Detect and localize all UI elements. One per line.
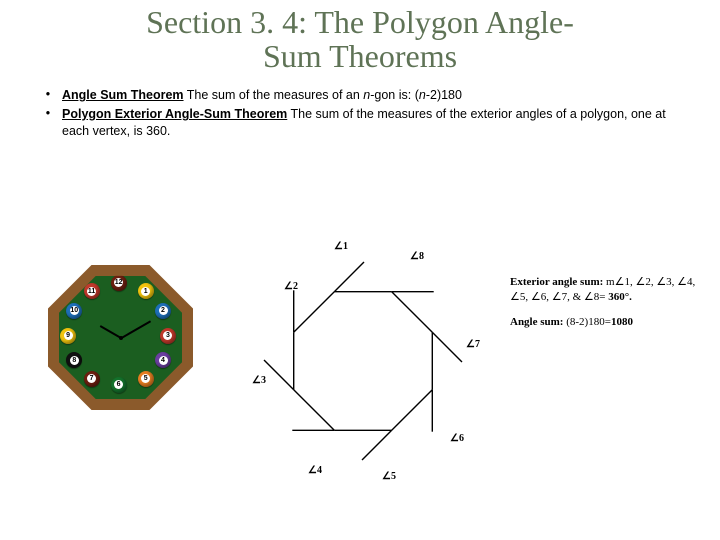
bullet-text: Angle Sum Theorem The sum of the measure…	[62, 87, 686, 104]
exterior-angle-diagram: ∠1 ∠2 ∠3 ∠4 ∠5 ∠6 ∠7 ∠8	[218, 221, 488, 491]
billiard-ball: 2	[155, 303, 171, 319]
title-line-2: Sum Theorems	[0, 40, 720, 74]
interior-angle-sum-line: Angle sum: (8-2)180=1080	[510, 315, 705, 330]
billiard-ball: 10	[66, 303, 82, 319]
angle-label: ∠5	[382, 471, 396, 482]
angle-label: ∠2	[284, 281, 298, 292]
billiard-ball: 11	[84, 283, 100, 299]
clock-center-dot	[119, 336, 123, 340]
exterior-angle-sum-line: Exterior angle sum: m∠1, ∠2, ∠3, ∠4, ∠5,…	[510, 275, 705, 305]
bullet-list: • Angle Sum Theorem The sum of the measu…	[34, 87, 686, 140]
billiard-ball: 8	[66, 352, 82, 368]
angle-label: ∠6	[450, 433, 464, 444]
angle-label: ∠3	[252, 375, 266, 386]
minute-hand	[120, 320, 150, 338]
billiard-ball: 9	[60, 328, 76, 344]
clock-felt: 12 12 3 45678 9 1011	[59, 276, 182, 399]
slide-title: Section 3. 4: The Polygon Angle- Sum The…	[0, 0, 720, 73]
angle-sum-text: Exterior angle sum: m∠1, ∠2, ∠3, ∠4, ∠5,…	[510, 275, 705, 340]
title-line-1: Section 3. 4: The Polygon Angle-	[0, 6, 720, 40]
bullet-text: Polygon Exterior Angle-Sum Theorem The s…	[62, 106, 686, 140]
angle-label: ∠8	[410, 251, 424, 262]
clock-frame: 12 12 3 45678 9 1011	[48, 265, 193, 410]
angle-label: ∠4	[308, 465, 322, 476]
billiard-ball: 7	[84, 371, 100, 387]
angle-label: ∠7	[466, 339, 480, 350]
billiard-ball: 4	[155, 352, 171, 368]
billiard-clock-image: 12 12 3 45678 9 1011	[48, 265, 193, 410]
bullet-marker: •	[34, 87, 62, 104]
billiard-ball: 3	[160, 328, 176, 344]
billiard-ball: 12	[111, 275, 127, 291]
angle-label: ∠1	[334, 241, 348, 252]
billiard-ball: 5	[138, 371, 154, 387]
bullet-item: • Polygon Exterior Angle-Sum Theorem The…	[34, 106, 686, 140]
bullet-item: • Angle Sum Theorem The sum of the measu…	[34, 87, 686, 104]
diagram-svg	[218, 221, 488, 491]
billiard-ball: 1	[138, 283, 154, 299]
bullet-marker: •	[34, 106, 62, 140]
billiard-ball: 6	[111, 377, 127, 393]
